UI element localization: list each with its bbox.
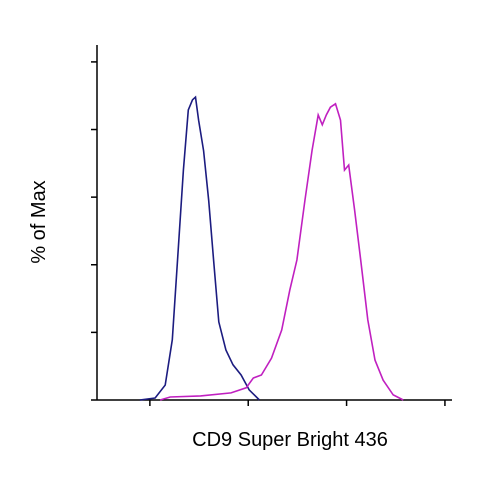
histogram-line bbox=[139, 95, 260, 401]
y-axis-label: % of Max bbox=[28, 180, 50, 263]
histogram-line bbox=[159, 102, 404, 401]
x-axis-label: CD9 Super Bright 436 bbox=[192, 429, 388, 451]
